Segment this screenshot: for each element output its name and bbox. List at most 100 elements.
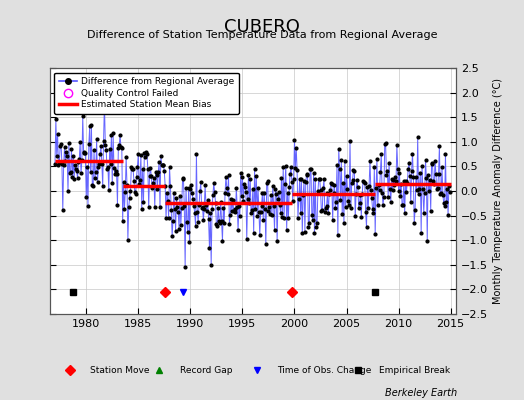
Point — [282, 227, 291, 233]
Point — [203, 208, 211, 214]
Point — [342, 173, 351, 179]
Point — [162, 215, 170, 222]
Point — [198, 205, 206, 211]
Point — [211, 189, 219, 196]
Point — [190, 202, 198, 209]
Point — [332, 199, 340, 205]
Point — [399, 202, 407, 208]
Point — [362, 224, 370, 230]
Point — [437, 190, 445, 196]
Point — [433, 186, 441, 193]
Point — [194, 219, 202, 226]
Legend: Difference from Regional Average, Quality Control Failed, Estimated Station Mean: Difference from Regional Average, Qualit… — [54, 72, 239, 114]
Point — [213, 223, 222, 229]
Point — [302, 179, 310, 185]
Point — [304, 224, 312, 230]
Point — [303, 171, 312, 177]
Point — [309, 217, 317, 224]
Point — [334, 146, 343, 152]
Point — [191, 210, 199, 216]
Point — [356, 192, 365, 198]
Point — [273, 238, 281, 245]
Point — [248, 206, 256, 213]
Point — [256, 232, 264, 238]
Point — [236, 170, 245, 177]
Point — [183, 219, 191, 226]
Point — [171, 227, 180, 234]
Point — [255, 209, 263, 215]
Point — [114, 145, 123, 152]
Point — [155, 159, 163, 165]
Point — [296, 176, 304, 182]
Point — [300, 178, 308, 184]
Point — [250, 166, 259, 172]
Point — [243, 236, 251, 242]
Point — [363, 183, 372, 190]
Point — [237, 193, 246, 199]
Point — [334, 231, 342, 238]
Point — [56, 143, 64, 149]
Point — [205, 245, 214, 251]
Point — [157, 152, 165, 159]
Point — [227, 196, 235, 203]
Point — [261, 206, 269, 212]
Point — [223, 191, 232, 198]
Point — [420, 210, 428, 216]
Point — [79, 113, 87, 119]
Point — [291, 165, 300, 171]
Point — [105, 146, 114, 152]
Point — [301, 228, 309, 235]
Point — [352, 190, 361, 197]
Point — [58, 161, 66, 167]
Point — [214, 204, 222, 211]
Point — [306, 166, 314, 173]
Point — [106, 161, 115, 168]
Point — [151, 169, 160, 175]
Point — [421, 157, 430, 163]
Point — [87, 122, 95, 128]
Point — [254, 184, 262, 191]
Point — [153, 186, 161, 192]
Point — [52, 152, 61, 159]
Point — [299, 192, 308, 198]
Point — [117, 144, 125, 150]
Point — [344, 198, 353, 205]
Point — [405, 160, 413, 166]
Point — [324, 210, 333, 216]
Point — [400, 210, 409, 216]
Point — [178, 204, 186, 211]
Point — [67, 146, 75, 152]
Point — [339, 180, 347, 186]
Point — [322, 203, 331, 209]
Point — [158, 162, 166, 168]
Point — [200, 205, 209, 212]
Point — [156, 204, 164, 210]
Point — [51, 161, 59, 168]
Point — [232, 185, 241, 191]
Point — [271, 186, 280, 192]
Point — [146, 164, 155, 171]
Point — [430, 181, 439, 187]
Point — [177, 222, 185, 229]
Point — [330, 182, 339, 188]
Text: CUBERO: CUBERO — [224, 18, 300, 36]
Point — [253, 212, 261, 219]
Point — [225, 220, 234, 227]
Point — [387, 198, 395, 205]
Point — [138, 205, 146, 212]
Point — [434, 171, 443, 178]
Point — [267, 192, 275, 199]
Point — [228, 208, 236, 215]
Point — [124, 237, 132, 243]
Point — [366, 158, 374, 164]
Point — [77, 170, 85, 176]
Point — [403, 180, 411, 186]
Point — [429, 178, 438, 184]
Point — [268, 212, 276, 219]
Point — [289, 176, 298, 182]
Point — [223, 184, 231, 191]
Point — [269, 183, 277, 189]
Point — [67, 169, 75, 175]
Point — [176, 193, 184, 200]
Point — [59, 207, 67, 214]
